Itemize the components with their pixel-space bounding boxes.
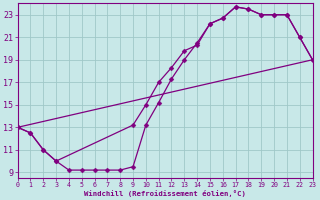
X-axis label: Windchill (Refroidissement éolien,°C): Windchill (Refroidissement éolien,°C): [84, 190, 246, 197]
